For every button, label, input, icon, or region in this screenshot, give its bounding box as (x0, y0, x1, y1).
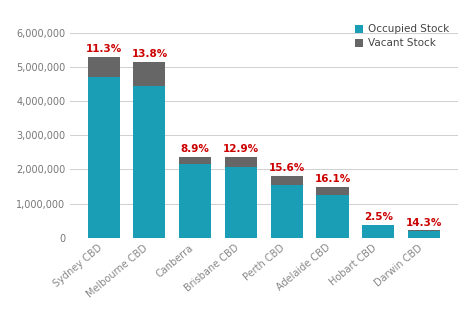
Text: 8.9%: 8.9% (181, 144, 210, 154)
Bar (179, 157, 211, 164)
Bar (134, 62, 165, 86)
Bar (408, 231, 440, 238)
Bar (317, 187, 348, 195)
Text: 12.9%: 12.9% (223, 144, 259, 154)
Legend: Occupied Stock, Vacant Stock: Occupied Stock, Vacant Stock (351, 21, 453, 51)
Bar (317, 195, 348, 238)
Text: 14.3%: 14.3% (406, 217, 442, 228)
Text: 13.8%: 13.8% (131, 49, 168, 59)
Bar (271, 185, 303, 238)
Text: 15.6%: 15.6% (269, 163, 305, 173)
Bar (179, 164, 211, 238)
Bar (271, 176, 303, 185)
Bar (88, 57, 120, 77)
Text: 2.5%: 2.5% (364, 212, 393, 223)
Bar (225, 167, 257, 238)
Text: 11.3%: 11.3% (85, 44, 122, 54)
Bar (225, 157, 257, 167)
Text: 16.1%: 16.1% (314, 174, 351, 184)
Bar (88, 77, 120, 238)
Bar (408, 230, 440, 231)
Bar (362, 225, 394, 238)
Bar (134, 86, 165, 238)
